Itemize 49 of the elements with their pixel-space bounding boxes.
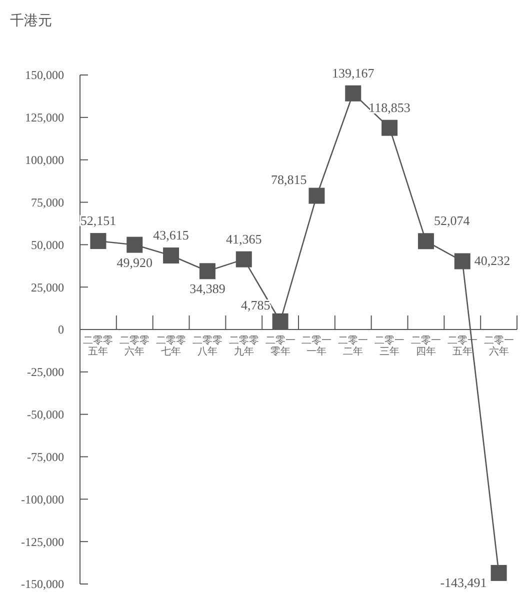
data-label: 139,167 <box>332 65 375 80</box>
point <box>272 313 288 330</box>
point <box>345 85 362 102</box>
data-label: 78,815 <box>270 172 307 187</box>
y-tick-label: -150,000 <box>21 577 64 592</box>
data-label: 52,074 <box>434 213 470 228</box>
y-tick-label: -75,000 <box>27 450 64 464</box>
x-tick-label: 二零一一年 <box>302 336 332 358</box>
x-tick-label: 二零零八年 <box>192 336 222 358</box>
point <box>308 188 325 204</box>
data-label: 40,232 <box>474 253 510 268</box>
y-tick-label: 50,000 <box>31 238 64 252</box>
point <box>199 263 216 280</box>
y-tick-label: -125,000 <box>21 534 64 549</box>
point <box>126 236 143 253</box>
data-label: 4,785 <box>241 297 270 312</box>
y-tick-label: 150,000 <box>25 68 64 82</box>
data-label: 41,365 <box>226 231 262 246</box>
y-tick-label: 25,000 <box>31 280 64 294</box>
data-label: 118,853 <box>368 100 410 115</box>
data-label: 49,920 <box>116 254 152 270</box>
x-tick-label: 二零零五年 <box>83 336 114 358</box>
x-tick-label: 二零一零年 <box>265 336 296 358</box>
point <box>382 120 398 136</box>
point <box>454 253 470 270</box>
x-tick-label: 二零一四年 <box>410 336 441 358</box>
y-tick-label: -100,000 <box>21 492 64 506</box>
x-tick-label: 二零一六年 <box>484 336 514 358</box>
x-tick-label: 二零零七年 <box>156 336 186 358</box>
y-tick-label: 125,000 <box>25 110 64 125</box>
data-label: 52,151 <box>80 213 116 228</box>
x-tick-label: 二零零九年 <box>228 336 259 358</box>
x-tick-label: 二零一二年 <box>338 336 368 358</box>
point <box>490 564 507 581</box>
y-tick-label: 75,000 <box>31 195 64 210</box>
y-tick-label: 0 <box>58 322 64 337</box>
data-label: 43,615 <box>153 228 189 242</box>
data-label: 34,389 <box>190 281 226 296</box>
y-tick-label: 100,000 <box>25 153 64 168</box>
point <box>418 233 434 250</box>
x-tick-label: 二零一三年 <box>374 336 405 358</box>
y-tick-label: -50,000 <box>27 408 64 422</box>
point <box>90 233 106 250</box>
point <box>236 251 252 268</box>
y-tick-label: -25,000 <box>27 365 64 380</box>
point <box>163 248 180 264</box>
y-axis-title: 千港元 <box>10 13 52 29</box>
data-label: -143,491 <box>440 574 487 590</box>
x-tick-label: 二零零六年 <box>120 336 150 358</box>
